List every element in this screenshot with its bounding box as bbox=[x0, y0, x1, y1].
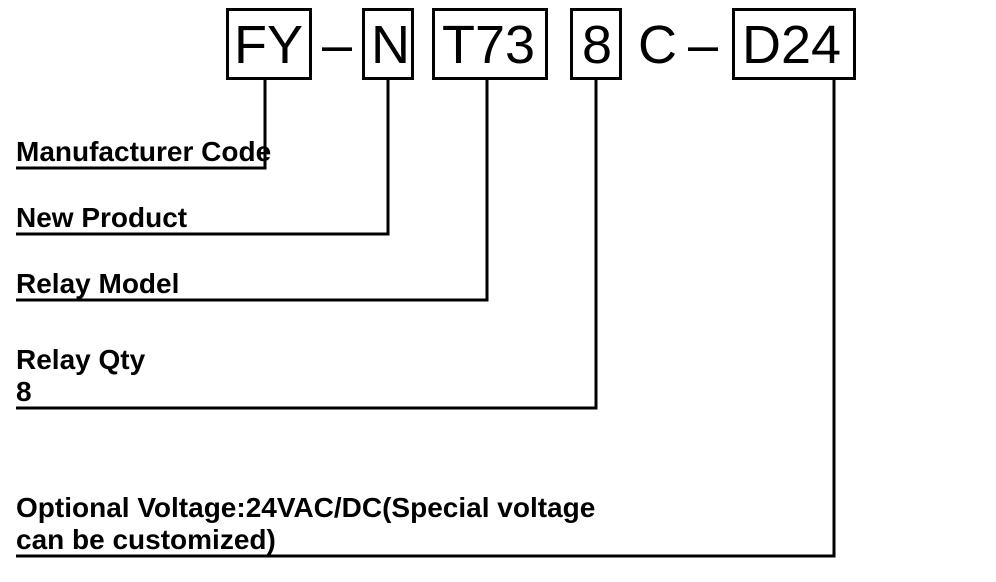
label-relay-qty: Relay Qty bbox=[16, 344, 145, 376]
label-new-product: New Product bbox=[16, 202, 187, 234]
label-relay-qty-value: 8 bbox=[16, 376, 32, 408]
label-optional-voltage-line1: Optional Voltage:24VAC/DC(Special voltag… bbox=[16, 492, 595, 524]
label-relay-model: Relay Model bbox=[16, 268, 179, 300]
label-manufacturer-code: Manufacturer Code bbox=[16, 136, 271, 168]
label-optional-voltage-line2: can be customized) bbox=[16, 524, 276, 556]
